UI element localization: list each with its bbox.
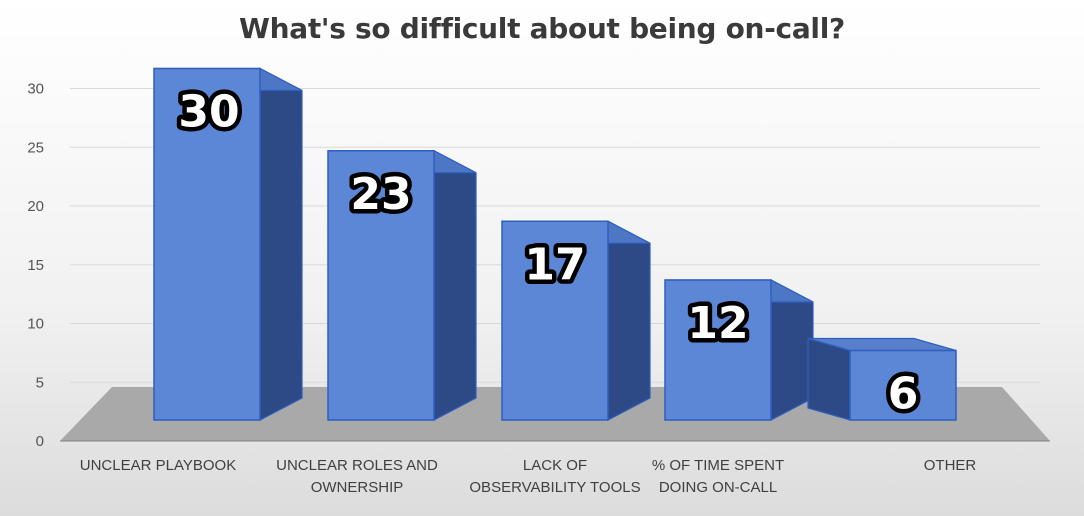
data-label: 6 (888, 369, 919, 420)
bar-side-face (607, 220, 651, 421)
bar-group (327, 149, 477, 421)
y-tick-label: 0 (36, 433, 44, 450)
bar-side-face (807, 337, 851, 421)
bar (664, 279, 772, 421)
y-tick-label: 25 (27, 139, 44, 156)
category-label-line: OTHER (924, 457, 977, 474)
category-label-line: LACK OF (523, 457, 587, 474)
category-label: UNCLEAR PLAYBOOK (80, 457, 236, 474)
category-label-line: UNCLEAR PLAYBOOK (80, 457, 236, 474)
category-label-line: DOING ON-CALL (659, 479, 777, 496)
bar-side-face (433, 149, 477, 421)
data-label: 12 (687, 298, 748, 349)
bar-group (807, 337, 957, 421)
y-tick-label: 5 (36, 374, 44, 391)
data-label: 17 (524, 239, 585, 290)
category-label-line: % OF TIME SPENT (652, 457, 784, 474)
y-tick-label: 15 (27, 257, 44, 274)
bar-group (664, 279, 814, 421)
y-tick-label: 10 (27, 316, 44, 333)
y-tick-label: 30 (27, 81, 44, 98)
bar (327, 150, 435, 421)
y-tick-label: 20 (27, 198, 44, 215)
bar-side-face (259, 67, 303, 421)
category-label-line: OWNERSHIP (311, 479, 404, 496)
category-label: % OF TIME SPENT DOING ON-CALL (652, 457, 784, 496)
chart-title: What's so difficult about being on-call? (239, 12, 845, 45)
category-label-line: OBSERVABILITY TOOLS (469, 479, 640, 496)
category-label: OTHER (924, 457, 977, 474)
category-label-line: UNCLEAR ROLES AND (276, 457, 438, 474)
bar (849, 349, 957, 421)
bar-group (501, 220, 651, 421)
bar (153, 67, 261, 421)
category-label: LACK OF OBSERVABILITY TOOLS (469, 457, 640, 496)
bar (501, 220, 609, 421)
data-label: 30 (178, 87, 239, 138)
data-label: 23 (350, 169, 411, 220)
category-label: UNCLEAR ROLES AND OWNERSHIP (276, 457, 438, 496)
bar-group (153, 67, 303, 421)
